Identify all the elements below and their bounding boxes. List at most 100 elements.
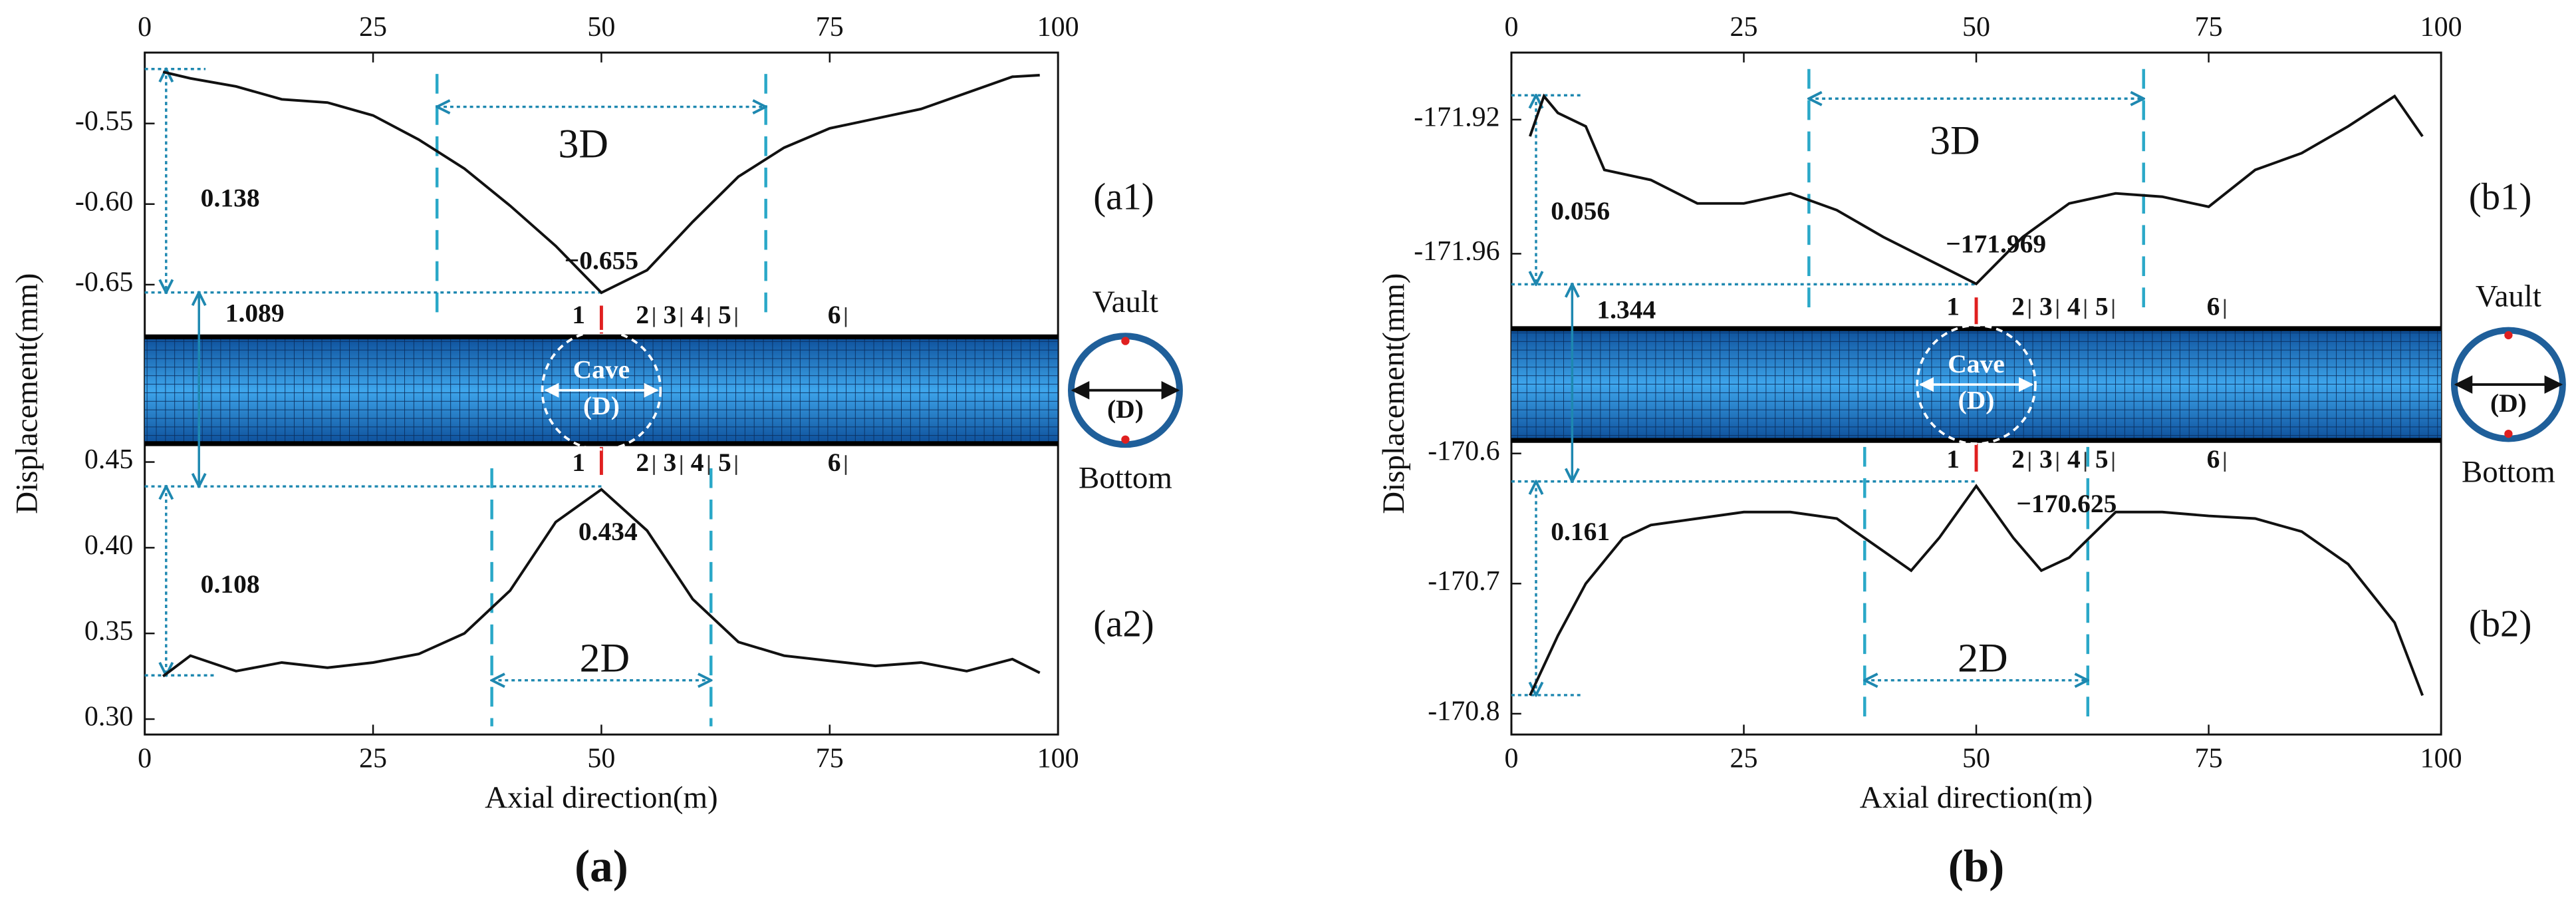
x-tick-label: 25 bbox=[1730, 743, 1758, 774]
section-label: 6 bbox=[828, 448, 841, 477]
section-label: 2 bbox=[2011, 444, 2025, 474]
vault-label: Vault bbox=[2476, 279, 2541, 313]
x-tick-label: 0 bbox=[1504, 12, 1518, 43]
y-tick-label: 0.30 bbox=[84, 702, 133, 732]
bottom-point bbox=[1121, 435, 1130, 444]
diff-label: 0.138 bbox=[201, 183, 260, 212]
bottom-point bbox=[2504, 429, 2513, 438]
section-label: 5 bbox=[718, 300, 731, 329]
section-label: 2 bbox=[2011, 291, 2025, 321]
x-tick-label: 0 bbox=[1504, 743, 1518, 774]
section-label: 5 bbox=[2095, 444, 2109, 474]
gap-label: 1.089 bbox=[225, 298, 285, 327]
x-tick-label: 25 bbox=[1730, 12, 1758, 43]
y-tick-label: -0.60 bbox=[75, 186, 133, 217]
y-tick-label: -0.65 bbox=[75, 267, 133, 298]
section-label: 1 bbox=[1946, 444, 1960, 474]
cave-outline bbox=[541, 329, 662, 451]
diff-label: 0.161 bbox=[1551, 517, 1610, 546]
y-tick-label: 0.45 bbox=[84, 444, 133, 475]
section-label: 6 bbox=[828, 300, 841, 329]
x-tick-label: 75 bbox=[816, 12, 844, 43]
section-label: 1 bbox=[572, 448, 585, 477]
y-tick-label: -0.55 bbox=[75, 106, 133, 136]
data-line bbox=[1529, 93, 2424, 286]
cave-label: Cave bbox=[1948, 349, 2005, 379]
data-line bbox=[162, 71, 1040, 295]
y-tick-label: -170.8 bbox=[1428, 696, 1499, 727]
extreme-label: −171.969 bbox=[1946, 229, 2046, 259]
section-label: 5 bbox=[718, 448, 731, 477]
extreme-label: −170.625 bbox=[2016, 489, 2117, 518]
span-label: 3D bbox=[1930, 118, 1980, 164]
subplot-tag: (a2) bbox=[1093, 603, 1154, 645]
data-line bbox=[162, 488, 1041, 678]
section-label: 3 bbox=[664, 448, 677, 477]
subplot-tag: (b1) bbox=[2469, 176, 2532, 218]
x-tick-label: 50 bbox=[1962, 12, 1990, 43]
panel-label: (a) bbox=[575, 840, 628, 891]
x-tick-label: 75 bbox=[816, 743, 844, 774]
extreme-label: 0.434 bbox=[579, 517, 638, 546]
section-label: 4 bbox=[691, 300, 704, 329]
cave-label: Cave bbox=[573, 355, 630, 384]
diff-label: 0.056 bbox=[1551, 196, 1610, 226]
span-label: 2D bbox=[1958, 636, 2007, 681]
x-tick-label: 25 bbox=[359, 12, 387, 43]
subplot-tag: (b2) bbox=[2469, 603, 2532, 645]
section-label: 4 bbox=[2067, 291, 2081, 321]
x-tick-label: 50 bbox=[587, 743, 615, 774]
data-line bbox=[1529, 484, 2424, 696]
y-tick-label: -170.6 bbox=[1428, 436, 1499, 466]
cave-outline bbox=[1916, 324, 2037, 445]
x-axis-label: Axial direction(m) bbox=[485, 780, 717, 815]
x-tick-label: 0 bbox=[138, 12, 152, 43]
span-label: 3D bbox=[559, 121, 608, 166]
y-tick-label: -171.92 bbox=[1414, 102, 1499, 132]
x-tick-label: 100 bbox=[1037, 743, 1079, 774]
y-tick-label: -171.96 bbox=[1414, 236, 1499, 267]
section-label: 2 bbox=[636, 300, 649, 329]
extreme-label: −0.655 bbox=[565, 245, 638, 275]
section-label: 4 bbox=[2067, 444, 2081, 474]
section-label: 3 bbox=[2039, 291, 2053, 321]
section-label: 4 bbox=[691, 448, 704, 477]
x-tick-label: 100 bbox=[1037, 12, 1079, 43]
x-tick-label: 75 bbox=[2195, 12, 2223, 43]
panel-label: (b) bbox=[1948, 840, 2005, 891]
subplot-tag: (a1) bbox=[1093, 176, 1154, 218]
section-label: 6 bbox=[2207, 444, 2220, 474]
x-tick-label: 50 bbox=[1962, 743, 1990, 774]
diff-label: 0.108 bbox=[201, 569, 260, 599]
section-label: 1 bbox=[1946, 291, 1960, 321]
x-tick-label: 50 bbox=[587, 12, 615, 43]
ring-diameter-label: (D) bbox=[1107, 394, 1144, 424]
section-label: 3 bbox=[664, 300, 677, 329]
ring-diameter-label: (D) bbox=[2490, 388, 2527, 418]
section-label: 2 bbox=[636, 448, 649, 477]
y-tick-label: 0.40 bbox=[84, 530, 133, 561]
vault-label: Vault bbox=[1093, 285, 1158, 319]
cave-diameter-label: (D) bbox=[583, 391, 620, 420]
x-tick-label: 0 bbox=[138, 743, 152, 774]
x-tick-label: 100 bbox=[2420, 743, 2462, 774]
x-tick-label: 75 bbox=[2195, 743, 2223, 774]
section-label: 5 bbox=[2095, 291, 2109, 321]
y-tick-label: -170.7 bbox=[1428, 566, 1499, 597]
vault-point bbox=[2504, 331, 2513, 340]
section-label: 1 bbox=[572, 300, 585, 329]
x-tick-label: 25 bbox=[359, 743, 387, 774]
x-axis-label: Axial direction(m) bbox=[1860, 780, 2093, 815]
cave-diameter-label: (D) bbox=[1958, 385, 1995, 414]
y-axis-label: Displacement(mm) bbox=[10, 273, 45, 514]
bottom-label: Bottom bbox=[2462, 455, 2555, 490]
section-label: 6 bbox=[2207, 291, 2220, 321]
section-label: 3 bbox=[2039, 444, 2053, 474]
gap-label: 1.344 bbox=[1597, 295, 1656, 324]
x-tick-label: 100 bbox=[2420, 12, 2462, 43]
vault-point bbox=[1121, 337, 1130, 345]
y-tick-label: 0.35 bbox=[84, 616, 133, 647]
y-axis-label: Displacement(mm) bbox=[1376, 273, 1411, 514]
span-label: 2D bbox=[580, 636, 630, 681]
